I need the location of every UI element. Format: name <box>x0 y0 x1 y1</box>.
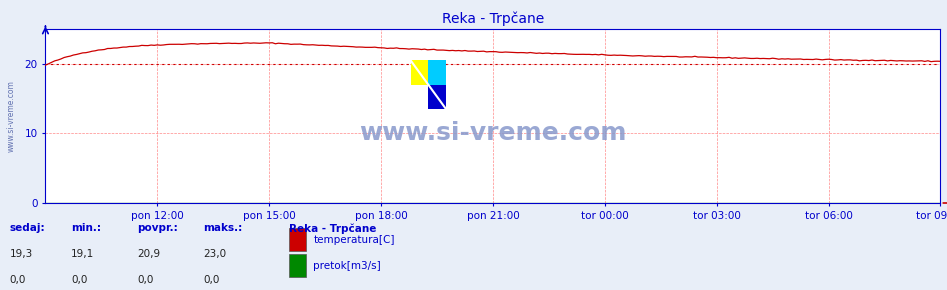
Text: povpr.:: povpr.: <box>137 223 178 233</box>
Text: www.si-vreme.com: www.si-vreme.com <box>359 122 627 145</box>
FancyBboxPatch shape <box>411 60 428 85</box>
Text: 0,0: 0,0 <box>137 276 153 285</box>
Text: sedaj:: sedaj: <box>9 223 45 233</box>
Title: Reka - Trpčane: Reka - Trpčane <box>442 12 544 26</box>
Text: 19,3: 19,3 <box>9 249 33 259</box>
FancyBboxPatch shape <box>289 228 306 251</box>
Text: 23,0: 23,0 <box>204 249 226 259</box>
Text: 19,1: 19,1 <box>71 249 95 259</box>
Text: 0,0: 0,0 <box>204 276 220 285</box>
Text: 0,0: 0,0 <box>9 276 26 285</box>
Text: maks.:: maks.: <box>204 223 242 233</box>
Text: www.si-vreme.com: www.si-vreme.com <box>7 80 16 152</box>
FancyBboxPatch shape <box>289 254 306 277</box>
Text: pretok[m3/s]: pretok[m3/s] <box>313 261 382 271</box>
Text: temperatura[C]: temperatura[C] <box>313 235 395 245</box>
FancyBboxPatch shape <box>428 85 446 109</box>
Text: 20,9: 20,9 <box>137 249 160 259</box>
FancyBboxPatch shape <box>428 60 446 85</box>
Text: min.:: min.: <box>71 223 101 233</box>
Text: Reka - Trpčane: Reka - Trpčane <box>289 223 376 234</box>
Text: 0,0: 0,0 <box>71 276 87 285</box>
